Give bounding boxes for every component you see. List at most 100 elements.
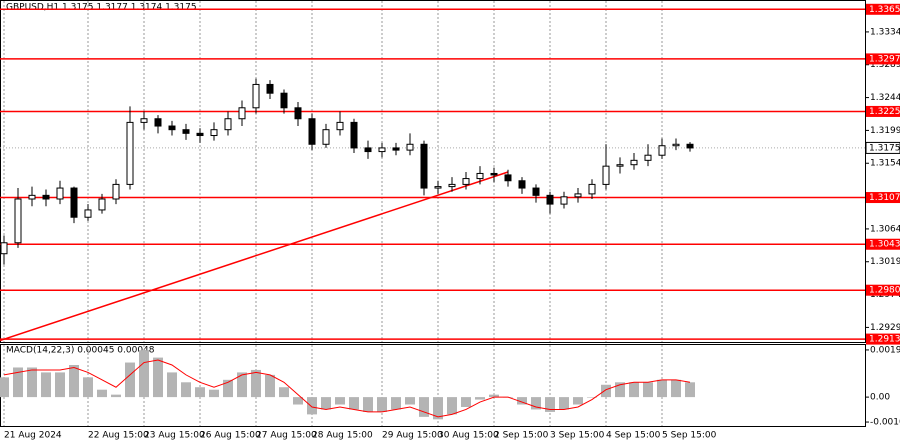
candle-body [294,107,302,120]
candle-body [238,107,246,120]
candle-body [378,147,386,153]
y-tick-label: 1.3334 [870,27,900,37]
y-tick-label: 1.3199 [870,126,900,136]
candle-body [602,165,610,185]
candle-body [336,121,344,131]
y-tick-label: 1.3289 [870,60,900,70]
candle-body [616,164,624,167]
macd-bar [41,372,51,398]
x-tick-label: 21 Aug 2024 [4,431,62,441]
macd-bar [657,379,667,398]
macd-bar [629,382,639,398]
last-price-label: 1.3175 [869,143,900,153]
candle-body [0,242,8,255]
candle-body [658,145,666,156]
trendline [0,171,509,342]
macd-bar [125,362,135,398]
macd-bar [671,379,681,398]
level-label: 1.3043 [869,240,900,250]
candle-body [196,132,204,137]
candle-body [504,174,512,182]
candle-body [42,194,50,200]
candle-body [364,147,372,153]
macd-bar [279,387,289,398]
candle-body [518,180,526,189]
candle-body [532,187,540,196]
macd-bar [181,382,191,398]
level-label: 1.3107 [869,193,900,203]
macd-bar [587,397,597,398]
x-tick-label: 30 Aug 15:00 [438,431,499,441]
macd-bar [559,397,569,410]
macd-bar [335,397,345,405]
macd-bar [517,397,527,405]
candle-body [672,143,680,147]
macd-bar [223,379,233,398]
x-tick-label: 27 Aug 15:00 [256,431,317,441]
y-tick-label: 1.2929 [870,323,900,333]
candle-body [686,143,694,149]
candle-body [252,83,260,109]
macd-bar [251,369,261,398]
y-tick-label: 1.3064 [870,224,900,234]
candle-body [322,129,330,145]
candle-body [56,187,64,200]
chart-title: GBPUSD,H1 1.3175 1.3177 1.3174 1.3175 [6,3,197,13]
candle-body [224,118,232,131]
macd-bar [447,397,457,415]
level-label: 1.3297 [869,54,900,64]
candle-body [308,118,316,145]
candle-body [280,92,288,109]
candle-body [210,129,218,137]
level-label-box [866,53,900,65]
candle-body [28,194,36,200]
candle-body [546,194,554,205]
candle-body [266,83,274,94]
macd-bar [83,377,93,398]
candle-body [434,186,442,189]
macd-bar [405,397,415,405]
y-tick-label: 1.3019 [870,257,900,267]
level-label-box [866,192,900,204]
x-tick-label: 28 Aug 15:00 [312,431,373,441]
x-tick-label: 23 Aug 15:00 [144,431,205,441]
price-panel [0,0,866,343]
candle-body [574,193,582,198]
candle-body [420,143,428,189]
x-tick-label: 5 Sep 15:00 [662,431,717,441]
macd-bar [391,397,401,410]
candle-body [126,121,134,185]
x-tick-label: 26 Aug 15:00 [200,431,261,441]
candle-body [588,183,596,195]
level-label-box [866,105,900,117]
macd-bar [153,357,163,398]
candle-body [392,147,400,151]
macd-bar [643,382,653,398]
macd-bar [27,367,37,398]
candle-body [448,183,456,188]
candle-body [630,159,638,166]
macd-bar [0,377,9,398]
candle-body [14,198,22,244]
macd-bar [13,367,23,398]
macd-bar [265,374,275,398]
level-label: 1.2980 [869,286,900,296]
y-tick-label: 0.00 [870,393,890,403]
level-label-box [866,284,900,296]
macd-bar [377,397,387,412]
candle-body [560,196,568,205]
last-price-box [865,141,900,154]
macd-bar [307,397,317,415]
level-label-box [866,333,900,345]
macd-bar [349,397,359,410]
macd-bar [433,397,443,420]
candle-body [154,118,162,127]
macd-bar [69,365,79,398]
level-label: 1.3225 [869,107,900,117]
candle-body [490,172,498,176]
macd-title: MACD(14,22,3) 0.00045 0.00048 [6,346,155,356]
level-label-box [866,238,900,250]
macd-bar [237,372,247,398]
candle-body [406,143,414,151]
